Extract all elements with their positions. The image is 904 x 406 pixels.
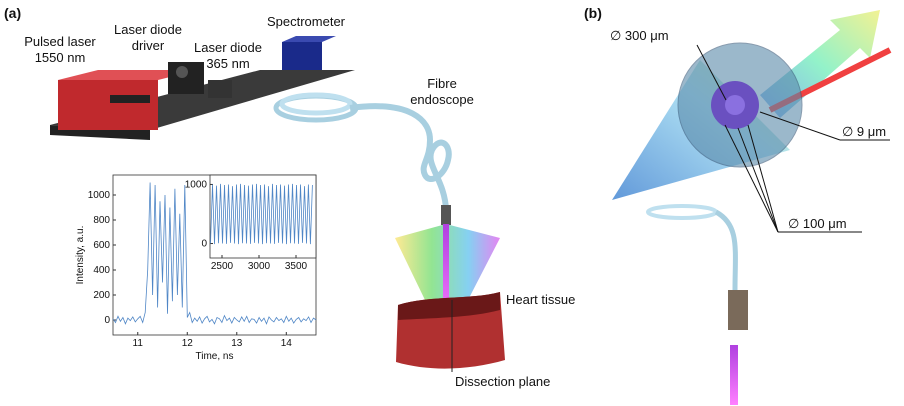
x-tick-label: 2500 — [211, 261, 234, 272]
x-axis-label: Time, ns — [196, 351, 234, 362]
label: Fibre endoscope — [410, 76, 474, 107]
y-tick-label: 1000 — [88, 190, 111, 201]
y-tick-label: 1000 — [185, 179, 208, 190]
label: Heart tissue — [506, 292, 575, 307]
y-tick-label: 800 — [93, 215, 110, 226]
x-tick-label: 13 — [231, 338, 243, 349]
x-tick-label: 12 — [182, 338, 194, 349]
y-tick-label: 0 — [104, 315, 110, 326]
y-tick-label: 200 — [93, 290, 110, 301]
y-tick-label: 400 — [93, 265, 110, 276]
setup-illustration — [50, 36, 505, 372]
data-line — [210, 183, 313, 245]
plots: 11 12 13 14 0 200 400 600 800 1000 Time, ns Intensi… — [75, 174, 317, 362]
label: ∅ 300 μm — [610, 28, 669, 43]
x-tick-label: 14 — [281, 338, 293, 349]
x-tick-label: 11 — [133, 338, 144, 349]
y-tick-label: 0 — [201, 239, 207, 250]
endoscope-illustration — [612, 10, 892, 405]
label: ∅ 100 μm — [788, 216, 847, 231]
x-tick-label: 3500 — [285, 261, 308, 272]
panel-tag: (b) — [584, 5, 602, 21]
label: Laser diode driver — [114, 22, 182, 53]
y-tick-label: 600 — [93, 240, 110, 251]
label: Dissection plane — [455, 374, 550, 389]
panel-tag: (a) — [4, 5, 21, 21]
label: Pulsed laser 1550 nm — [24, 34, 96, 65]
label: Spectrometer — [267, 14, 346, 29]
y-axis-label: Intensity, a.u. — [75, 226, 86, 285]
label: ∅ 9 μm — [842, 124, 886, 139]
label: Laser diode 365 nm — [194, 40, 262, 71]
data-line — [112, 182, 317, 325]
x-tick-label: 3000 — [248, 261, 271, 272]
